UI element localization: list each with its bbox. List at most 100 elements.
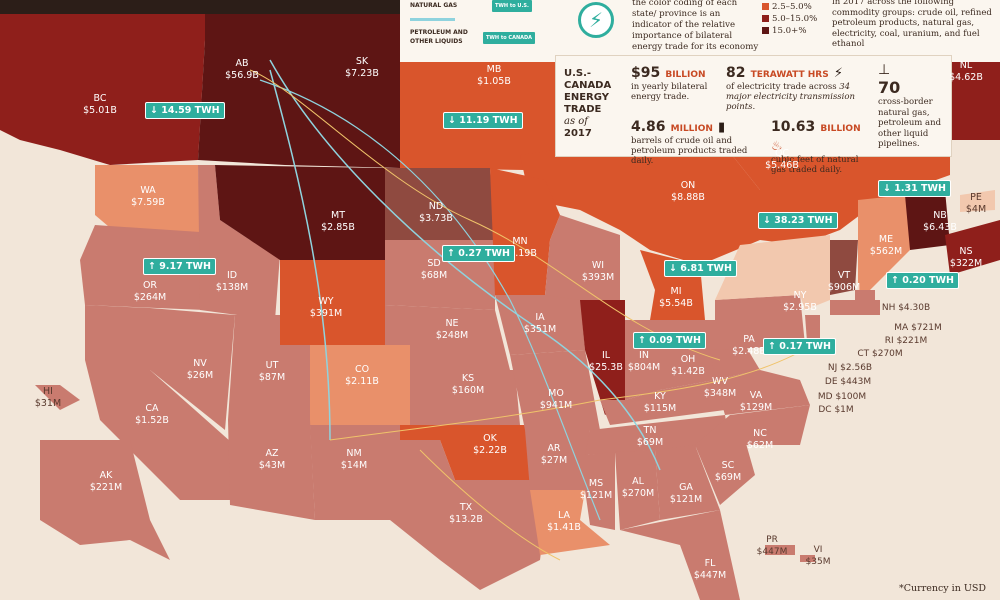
label-qc: QC $5.46B xyxy=(765,148,799,171)
region-wa xyxy=(95,165,200,235)
region-nd xyxy=(385,168,495,240)
scale-swatch-icon xyxy=(762,3,769,10)
region-ca xyxy=(85,305,240,500)
label-ga: GA $121M xyxy=(669,482,703,505)
region-ar xyxy=(525,430,590,490)
label-or: OR $264M xyxy=(133,280,167,303)
label-va: VA $129M xyxy=(739,390,773,413)
twh-tag: ↓ 14.59 TWH xyxy=(145,102,225,119)
region-az xyxy=(228,420,315,520)
oil-pipeline xyxy=(249,69,721,361)
stat-oil: 4.86 MILLION ▮ barrels of crude oil and … xyxy=(631,119,748,166)
label-sc: SC $69M xyxy=(714,460,742,483)
gas-pipeline xyxy=(259,79,601,521)
legend-scale-1: 2.5–5.0% xyxy=(762,2,812,12)
label-ut: UT $87M xyxy=(258,360,286,383)
label-ky: KY $115M xyxy=(643,391,677,414)
label-mn: MN $6.19B xyxy=(503,236,537,259)
region-ia xyxy=(495,295,585,355)
label-ms: MS $121M xyxy=(579,478,613,501)
twh-tag: ↓ 1.31 TWH xyxy=(878,180,951,197)
stat-trade: $95 BILLION in yearly bilateral energy t… xyxy=(631,65,708,102)
region-ak xyxy=(40,440,170,560)
region-tx xyxy=(390,440,545,590)
label-nb: NB $6.43B xyxy=(923,210,957,233)
region-vi xyxy=(800,555,815,562)
twh-tag: ↑ 9.17 TWH xyxy=(143,258,216,275)
region-fl xyxy=(620,510,740,600)
region-tn xyxy=(585,415,730,455)
gas-pipeline xyxy=(269,59,661,471)
region-ok xyxy=(400,425,530,480)
legend-color-note: the color coding of each state/ province… xyxy=(632,0,759,52)
label-ks: KS $160M xyxy=(451,373,485,396)
label-ab: AB $56.9B xyxy=(225,58,259,81)
legend-twh-us: TWH to U.S. xyxy=(492,0,532,12)
label-vi: VI $35M xyxy=(805,545,831,567)
oil-pipeline xyxy=(419,449,561,561)
region-pa xyxy=(715,295,805,350)
label-la: LA $1.41B xyxy=(547,510,581,533)
label-nd: ND $3.73B xyxy=(419,201,453,224)
region-ns xyxy=(945,220,1000,275)
label-nc: NC $62M xyxy=(746,428,774,451)
region-wy xyxy=(280,260,385,345)
region-ga xyxy=(655,445,720,520)
region-nc xyxy=(695,405,810,445)
label-vt: VT $906M xyxy=(827,270,861,293)
region-mo xyxy=(510,350,600,430)
label-dc: DC $1M xyxy=(818,405,854,415)
label-ak: AK $221M xyxy=(89,470,123,493)
currency-footnote: *Currency in USD xyxy=(899,583,986,594)
region-ut xyxy=(228,315,310,420)
region-ma xyxy=(830,300,880,315)
electricity-bolt-icon: ⚡ xyxy=(578,2,614,38)
label-ca: CA $1.52B xyxy=(135,403,169,426)
label-ri: RI $221M xyxy=(884,336,928,346)
oil-pipeline xyxy=(329,339,821,441)
stat-gas: 10.63 BILLION ♨ cubic feet of natural ga… xyxy=(771,119,861,175)
label-az: AZ $43M xyxy=(258,448,286,471)
region-nl xyxy=(950,40,1000,140)
region-mt xyxy=(215,165,385,260)
region-ny xyxy=(715,235,830,310)
label-nl: NL $4.62B xyxy=(949,60,983,83)
region-co xyxy=(310,345,410,425)
label-fl: FL $447M xyxy=(693,558,727,581)
label-al: AL $270M xyxy=(621,476,655,499)
label-bc: BC $5.01B xyxy=(83,93,117,116)
label-ny: NY $2.95B xyxy=(783,290,817,313)
region-on xyxy=(520,140,760,265)
label-ne: NE $248M xyxy=(435,318,469,341)
stats-panel: U.S.- CANADA ENERGY TRADE as of 2017 $95… xyxy=(555,55,952,175)
region-id xyxy=(198,165,280,320)
label-wa: WA $7.59B xyxy=(131,185,165,208)
oil-barrel-icon: ▮ xyxy=(718,120,726,135)
legend-twh-canada: TWH to CANADA xyxy=(483,32,536,44)
label-ns: NS $322M xyxy=(949,246,983,269)
region-wi xyxy=(545,215,620,300)
region-hi xyxy=(35,385,80,410)
label-wv: WV $348M xyxy=(703,376,737,399)
label-ok: OK $2.22B xyxy=(473,433,507,456)
region-pr xyxy=(765,545,795,555)
label-nh: NH $4.30B xyxy=(881,303,931,313)
label-on: ON $8.88B xyxy=(671,180,705,203)
label-pe: PE $4M xyxy=(965,192,987,215)
pipeline-valve-icon: ⊥ xyxy=(878,62,891,78)
region-ms xyxy=(585,452,615,530)
label-ar: AR $27M xyxy=(540,443,568,466)
region-ne xyxy=(385,305,510,370)
twh-tag: ↓ 38.23 TWH xyxy=(758,212,838,229)
label-pr: PR $447M xyxy=(756,535,788,557)
region-ky xyxy=(600,380,725,425)
label-hi: HI $31M xyxy=(34,386,62,409)
legend-petroleum: PETROLEUM AND OTHER LIQUIDS xyxy=(410,29,468,45)
region-nb xyxy=(895,190,950,250)
label-mb: MB $1.05B xyxy=(477,64,511,87)
region-pe xyxy=(960,190,995,212)
twh-tag: ↓ 11.19 TWH xyxy=(443,112,523,129)
gas-pipeline xyxy=(269,69,331,441)
label-sk: SK $7.23B xyxy=(345,56,379,79)
label-in: IN $804M xyxy=(627,350,661,373)
